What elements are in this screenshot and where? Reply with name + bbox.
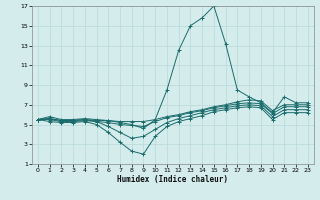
X-axis label: Humidex (Indice chaleur): Humidex (Indice chaleur) [117, 175, 228, 184]
